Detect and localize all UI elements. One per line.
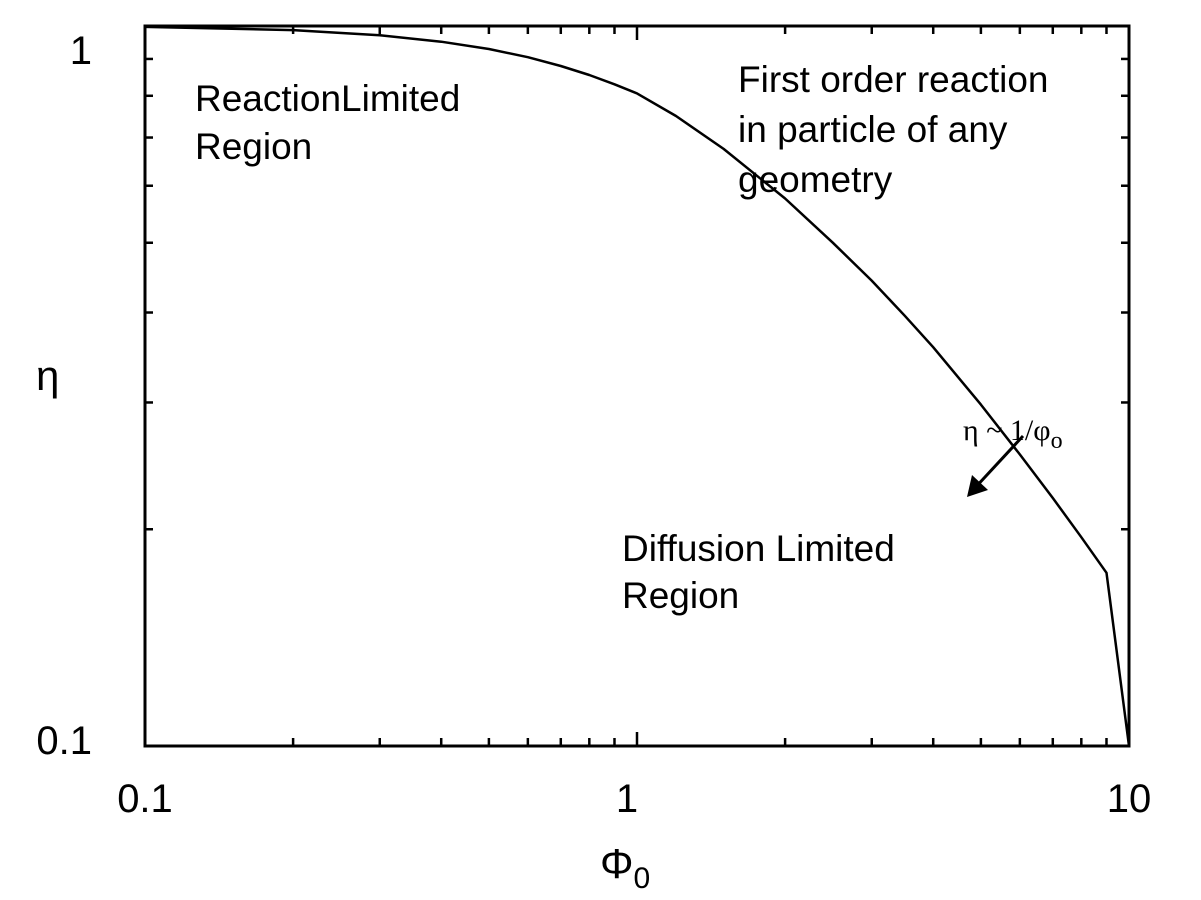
- y-axis-label: η: [36, 352, 59, 399]
- annotation-reaction-region: Region: [195, 126, 312, 167]
- x-tick-label-0: 0.1: [117, 777, 173, 821]
- annotation-asymptote: η ~ 1/φo: [963, 414, 1063, 454]
- annotation-diffusion-region: Region: [622, 575, 739, 616]
- y-tick-label-1: 1: [70, 29, 92, 73]
- annotation-reaction-limited: ReactionLimited: [195, 78, 460, 119]
- annotation-first-order-2: in particle of any: [738, 109, 1008, 150]
- series-line-0: [144, 25, 1131, 747]
- series-layer: [144, 25, 1131, 747]
- x-tick-label-2: 10: [1107, 777, 1152, 821]
- y-tick-label-0: 0.1: [36, 719, 92, 763]
- annotation-diffusion-limited: Diffusion Limited: [622, 528, 895, 569]
- x-axis-label: Φ0: [600, 840, 650, 895]
- annotation-first-order-1: First order reaction: [738, 59, 1049, 100]
- annotation-first-order-3: geometry: [738, 159, 893, 200]
- axis-ticks: [145, 26, 1129, 746]
- x-tick-label-1: 1: [616, 777, 638, 821]
- annotation-arrow: [967, 434, 1025, 497]
